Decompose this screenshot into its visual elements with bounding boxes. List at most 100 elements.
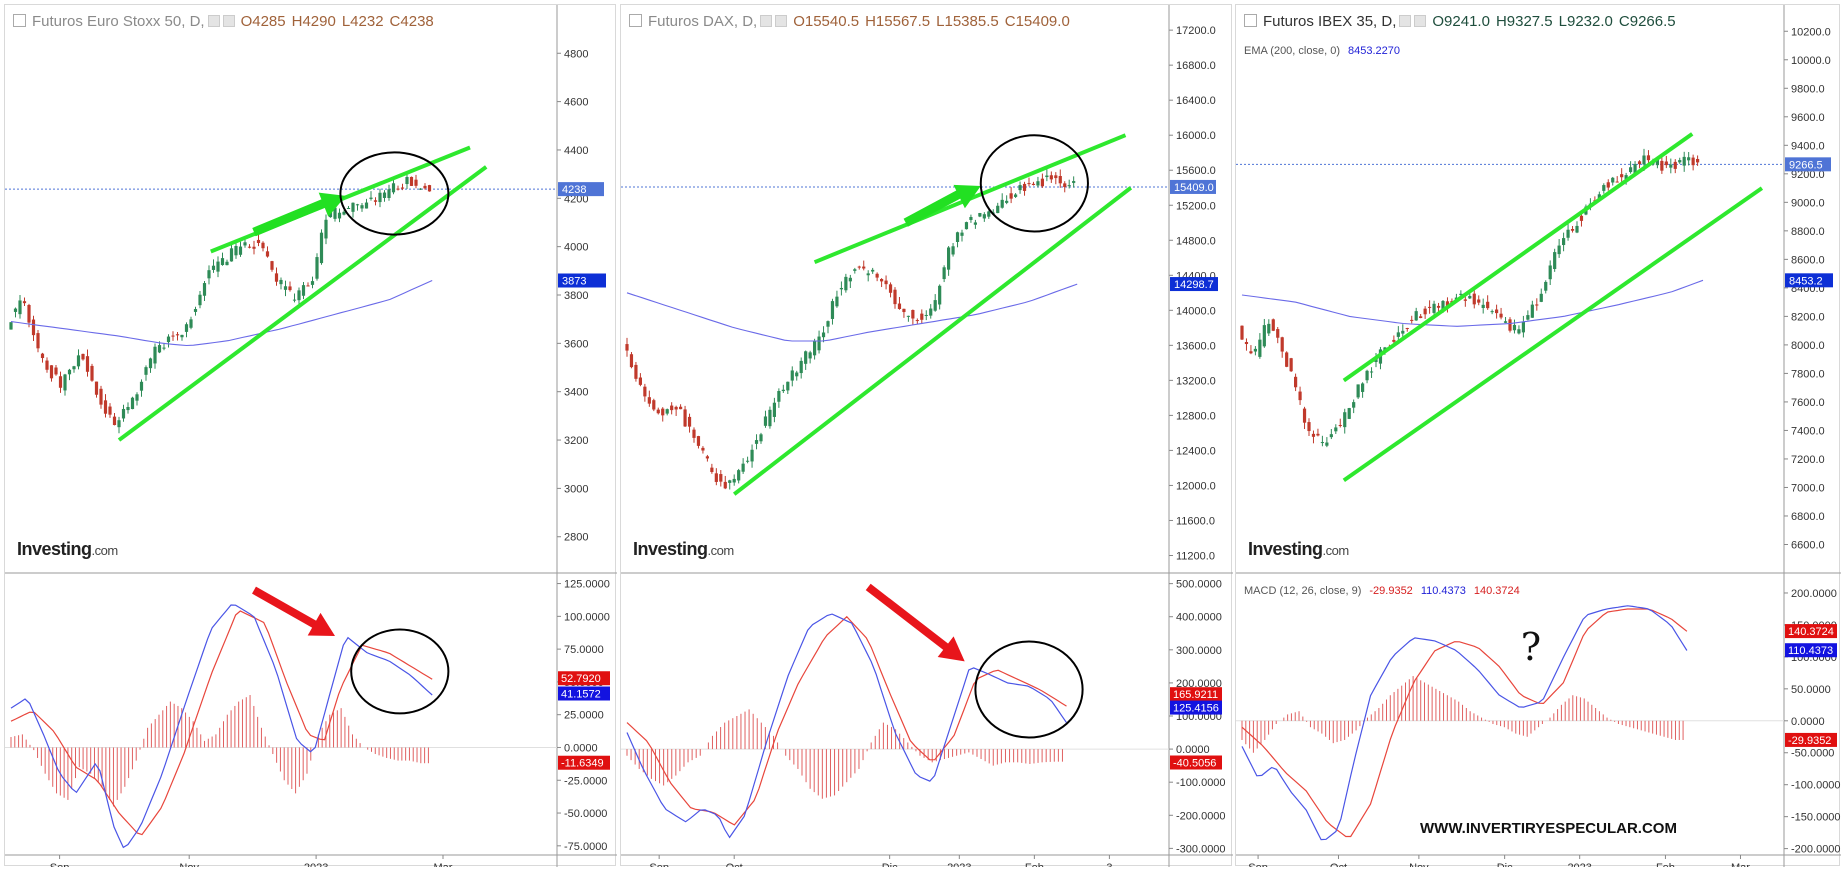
candle-body bbox=[85, 356, 90, 372]
candle-body bbox=[1262, 325, 1266, 347]
logo-name: Investing bbox=[1248, 539, 1323, 559]
macd-y-tick-label: -50.0000 bbox=[564, 808, 607, 820]
candle-body bbox=[1633, 164, 1637, 174]
candle-body bbox=[643, 386, 647, 397]
settings-icon bbox=[1399, 15, 1412, 27]
macd-signal-line bbox=[10, 610, 433, 836]
chart-panel-1[interactable]: 2800 3000 3200 3400 3600 3800 4000 4200 4400 4600… bbox=[4, 4, 617, 867]
candle-body bbox=[418, 188, 423, 190]
candle-body bbox=[1544, 281, 1548, 291]
candle-body bbox=[315, 257, 319, 279]
last-price-label: 9266.5 bbox=[1789, 159, 1823, 171]
chart-title: Futuros IBEX 35, D, bbox=[1263, 13, 1397, 30]
candle-body bbox=[1655, 159, 1659, 166]
candle-body bbox=[1521, 321, 1525, 333]
macd-y-tick-label: 50.0000 bbox=[1791, 684, 1831, 696]
last-price-badge bbox=[1170, 179, 1216, 194]
candle-body bbox=[144, 367, 148, 375]
candle-body bbox=[9, 322, 13, 330]
candle-body bbox=[947, 247, 951, 270]
candle-body bbox=[1499, 313, 1503, 318]
y-tick-label: 3400 bbox=[564, 387, 588, 399]
y-tick-label: 4400 bbox=[564, 145, 588, 157]
candle-body bbox=[256, 239, 261, 243]
candle-body bbox=[719, 474, 723, 482]
candle-body bbox=[391, 183, 396, 193]
macd-y-tick-label: -25.0000 bbox=[564, 775, 607, 787]
candle-body bbox=[328, 211, 333, 218]
macd-y-tick-label: -50.0000 bbox=[1791, 748, 1834, 760]
candle-body bbox=[1244, 342, 1249, 345]
logo-suffix: .com bbox=[707, 543, 735, 558]
candle-body bbox=[656, 409, 660, 414]
macd-signal-badge bbox=[558, 671, 610, 686]
ema-badge-label: 14298.7 bbox=[1174, 279, 1214, 291]
macd-line bbox=[10, 604, 433, 849]
candle-body bbox=[652, 400, 656, 410]
y-tick-label: 9000.0 bbox=[1791, 197, 1825, 209]
candle-body bbox=[63, 374, 67, 391]
chart-panel-3[interactable]: 6600.0 6800.0 7000.0 7200.0 7400.0 7600.0 7800… bbox=[1235, 4, 1841, 867]
y-tick-label: 3000 bbox=[564, 483, 588, 495]
candle-body bbox=[346, 208, 351, 210]
ohlc-c: C15409.0 bbox=[1004, 13, 1070, 30]
candle-body bbox=[1575, 225, 1579, 233]
candle-body bbox=[1606, 182, 1610, 188]
candle-body bbox=[969, 217, 973, 220]
ohlc-l: L9232.0 bbox=[1558, 13, 1613, 30]
macd-y-tick-label: 500.0000 bbox=[1176, 579, 1222, 591]
candle-body bbox=[781, 389, 785, 392]
candle-body bbox=[772, 402, 776, 417]
candle-body bbox=[333, 207, 337, 219]
candle-body bbox=[973, 222, 977, 225]
candle-body bbox=[813, 340, 817, 356]
ohlc-o: O9241.0 bbox=[1432, 13, 1490, 30]
candle-body bbox=[229, 248, 234, 262]
candle-body bbox=[1018, 185, 1022, 191]
y-tick-label: 15200.0 bbox=[1176, 200, 1216, 212]
x-tick-label: Feb bbox=[1656, 862, 1675, 867]
macd-hist-badge bbox=[558, 755, 610, 770]
candle-body bbox=[1660, 160, 1664, 171]
candle-body bbox=[799, 360, 803, 374]
candle-body bbox=[90, 365, 94, 381]
candle-body bbox=[1285, 352, 1289, 367]
ema-line bbox=[1241, 279, 1704, 327]
x-tick-label: 2023 bbox=[1567, 862, 1591, 867]
collapse-icon bbox=[13, 14, 26, 27]
candle-body bbox=[279, 279, 283, 285]
candle-body bbox=[414, 179, 418, 186]
candle-body bbox=[924, 314, 928, 316]
macd-value-badge-label: 125.4156 bbox=[1173, 703, 1219, 715]
macd-y-tick-label: 200.0000 bbox=[1176, 678, 1222, 690]
candle-body bbox=[920, 313, 924, 320]
candle-body bbox=[1423, 308, 1427, 315]
candle-body bbox=[49, 365, 54, 379]
chart-panel-2[interactable]: 11200.0 11600.0 12000.0 12400.0 12800.0 13200… bbox=[620, 4, 1233, 867]
candle-body bbox=[1316, 433, 1320, 436]
chart-svg-3: 6600.0 6800.0 7000.0 7200.0 7400.0 7600.0 7800… bbox=[1236, 5, 1841, 867]
candle-body bbox=[817, 336, 821, 351]
candle-body bbox=[777, 391, 781, 402]
candle-body bbox=[844, 276, 848, 291]
candle-body bbox=[270, 261, 274, 270]
candle-body bbox=[247, 246, 252, 248]
candle-body bbox=[288, 286, 292, 291]
candle-body bbox=[1445, 301, 1450, 306]
last-price-badge bbox=[1785, 157, 1831, 172]
candle-body bbox=[768, 409, 772, 427]
y-tick-label: 13200.0 bbox=[1176, 375, 1216, 387]
y-tick-label: 7200.0 bbox=[1791, 454, 1825, 466]
y-tick-label: 10000.0 bbox=[1791, 55, 1831, 67]
macd-y-tick-label: -150.0000 bbox=[1791, 812, 1841, 824]
price-circle-annotation bbox=[979, 134, 1089, 233]
y-tick-label: 11600.0 bbox=[1176, 515, 1215, 527]
candle-body bbox=[1535, 304, 1539, 306]
ohlc-h: H9327.5 bbox=[1495, 13, 1553, 30]
candle-body bbox=[880, 279, 884, 282]
candle-body bbox=[162, 347, 166, 349]
y-tick-label: 4800 bbox=[564, 48, 588, 60]
x-tick-label: Sep bbox=[649, 862, 669, 867]
candle-body bbox=[1495, 309, 1499, 314]
candle-body bbox=[710, 467, 714, 472]
